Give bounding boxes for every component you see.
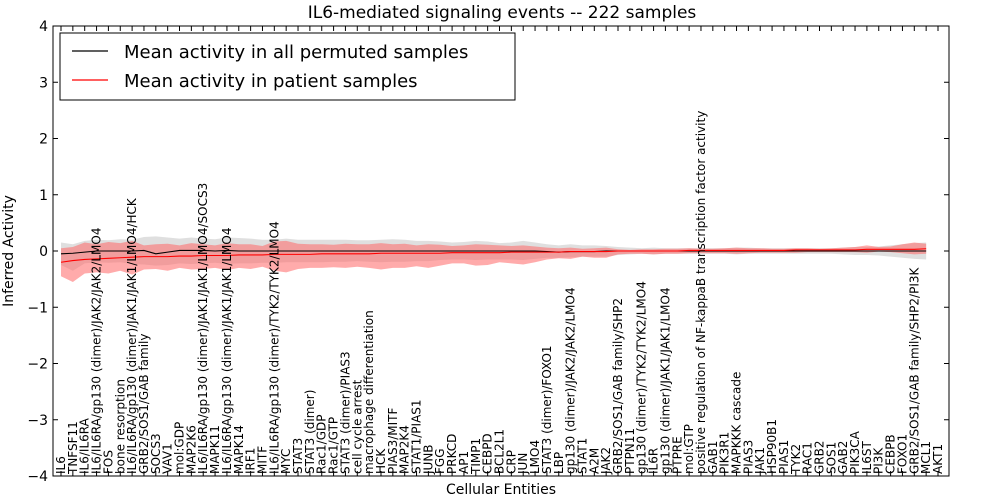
- x-tick-label: IL6R: [647, 448, 661, 474]
- band-1: [61, 240, 927, 282]
- x-tick-label: IL6/IL6RA/gp130 (dimer)/JAK1/JAK1/LMO4/H…: [125, 197, 139, 474]
- x-tick-label: FGG: [433, 449, 447, 475]
- y-tick-label: −2: [27, 357, 48, 373]
- series-lines: [60, 248, 927, 263]
- x-tick-label: mol:GTP: [682, 424, 696, 474]
- x-tick-label: STAT3 (dimer)/PIAS3: [338, 351, 352, 474]
- x-tick-label: STAT3 (dimer)/FOXO1: [540, 345, 554, 474]
- x-tick-label: CEBPD: [481, 433, 495, 474]
- x-tick-label: PIK3CA: [848, 430, 862, 474]
- x-tick-label: MAP2K4: [398, 425, 412, 474]
- x-tick-label: Rac1/GTP: [327, 417, 341, 474]
- y-tick-label: −4: [27, 469, 48, 485]
- legend: Mean activity in all permuted samples Me…: [59, 32, 516, 101]
- x-tick-label: macrophage differentiation: [362, 310, 376, 474]
- y-tick-label: 1: [39, 188, 48, 204]
- x-tick-label: STAT1/PIAS1: [410, 399, 424, 474]
- x-tick-label: HCK: [374, 448, 388, 474]
- x-tick-label: CRP: [504, 450, 518, 474]
- x-tick-label: LMO4: [528, 440, 542, 474]
- chart-title: IL6-mediated signaling events -- 222 sam…: [308, 3, 697, 23]
- x-tick-label: PIK3R1: [718, 432, 732, 474]
- x-tick-label: positive regulation of NF-kappaB transcr…: [694, 111, 708, 474]
- y-tick-label: 0: [39, 244, 48, 260]
- y-tick-label: 2: [39, 132, 48, 148]
- series-line-1: [60, 248, 927, 263]
- x-tick-label: TNFSF11: [66, 421, 80, 475]
- x-tick-label: JUN: [516, 453, 530, 475]
- x-tick-label: PTPRE: [670, 436, 684, 474]
- x-tick-label: AKT1: [931, 444, 945, 474]
- x-tick-label: SOS1: [824, 442, 838, 474]
- series-line-0: [60, 249, 927, 255]
- x-tick-label: bone resorption: [113, 379, 127, 474]
- x-tick-label: VAV1: [161, 443, 175, 474]
- x-tick-label: IL6/IL6RA/gp130 (dimer)/JAK1/JAK1/LMO4/S…: [196, 183, 210, 474]
- x-tick-label: gp130 (dimer)/JAK1/JAK1/LMO4: [658, 287, 672, 474]
- x-tick-label: MAP2K6: [184, 425, 198, 474]
- x-tick-label: GAB1: [706, 441, 720, 474]
- x-tick-label: PI3K: [872, 447, 886, 474]
- x-tick-label: TYK2: [789, 444, 803, 475]
- x-tick-label: TIMP1: [469, 438, 483, 475]
- x-tick-label: PIAS3/MITF: [386, 407, 400, 474]
- x-tick-label: GRB2/SOS1/GAB family/SHP2: [611, 298, 625, 474]
- x-tick-label: MAPK14: [232, 425, 246, 474]
- x-tick-label: SOCS3: [149, 433, 163, 474]
- x-tick-label: IL6/IL6RA/gp130 (dimer)/JAK2/JAK2/LMO4: [90, 228, 104, 474]
- x-tick-label: gp130 (dimer)/JAK2/JAK2/LMO4: [564, 287, 578, 474]
- y-tick-label: 4: [39, 19, 48, 35]
- bands: [61, 236, 927, 282]
- x-tick-label: LBP: [552, 452, 566, 474]
- x-tick-label: IRF1: [244, 448, 258, 474]
- x-tick-label: JAK2: [599, 447, 613, 475]
- x-tick-label: FOS: [101, 450, 115, 474]
- x-tick-label: HSP90B1: [765, 419, 779, 474]
- x-tick-label: PTPN11: [623, 428, 637, 474]
- x-tick-label: IL6/IL6RA/gp130 (dimer)/JAK1/JAK1/LMO4: [220, 228, 234, 474]
- x-tick-label: cell cycle arrest: [350, 379, 364, 474]
- y-tick-label: 3: [39, 75, 48, 91]
- x-tick-label: MYC: [279, 449, 293, 474]
- x-tick-label: MAPKKK cascade: [730, 372, 744, 474]
- x-tick-label: BCL2L1: [493, 429, 507, 474]
- x-tick-label: mol:GDP: [173, 422, 187, 474]
- x-tick-label: STAT1: [575, 438, 589, 474]
- x-tick-label: MITF: [255, 446, 269, 474]
- x-tick-label: JUNB: [421, 444, 435, 475]
- x-tick-label: AP1: [457, 451, 471, 474]
- x-tick-label: STAT3 (dimer): [303, 390, 317, 474]
- plot-frame: [52, 25, 950, 477]
- x-tick-label: GRB2/SOS1/GAB family/SHP2/PI3K: [907, 266, 921, 474]
- x-tick-label: Rac1/GDP: [315, 415, 329, 474]
- x-tick-label: MAPK11: [208, 425, 222, 474]
- x-tick-label: IL6/IL6RA: [78, 417, 92, 474]
- x-tick-label: PRKCD: [445, 434, 459, 474]
- x-tick-label: gp130 (dimer)/TYK2/TYK2/LMO4: [635, 281, 649, 474]
- x-tick-label: PIAS3: [741, 440, 755, 474]
- x-tick-label: JAK1: [753, 447, 767, 475]
- y-tick-label: −3: [27, 413, 48, 429]
- x-tick-label: GRB2: [812, 440, 826, 474]
- y-tick-label: −1: [27, 300, 48, 316]
- x-tick-label: STAT3: [291, 438, 305, 474]
- x-tick-label: GAB2: [836, 441, 850, 474]
- x-tick-label: RAC1: [801, 442, 815, 474]
- x-tick-label: CEBPB: [884, 434, 898, 474]
- legend-box: [59, 32, 516, 101]
- y-axis-label: Inferred Activity: [1, 195, 17, 307]
- x-tick-label: IL6ST: [860, 441, 874, 474]
- x-tick-label: IL6: [54, 456, 68, 474]
- x-tick-label: MCL1: [919, 441, 933, 474]
- x-axis-label: Cellular Entities: [446, 482, 556, 498]
- x-tick-label: IL6/IL6RA/gp130 (dimer)/TYK2/TYK2/LMO4: [267, 221, 281, 474]
- x-tick-label: PIAS1: [777, 440, 791, 474]
- legend-label-permuted: Mean activity in all permuted samples: [124, 42, 468, 63]
- x-tick-label: FOXO1: [895, 434, 909, 474]
- x-tick-label: A2M: [587, 448, 601, 474]
- legend-label-patient: Mean activity in patient samples: [124, 71, 418, 92]
- x-tick-label: GRB2/SOS1/GAB family: [137, 334, 151, 475]
